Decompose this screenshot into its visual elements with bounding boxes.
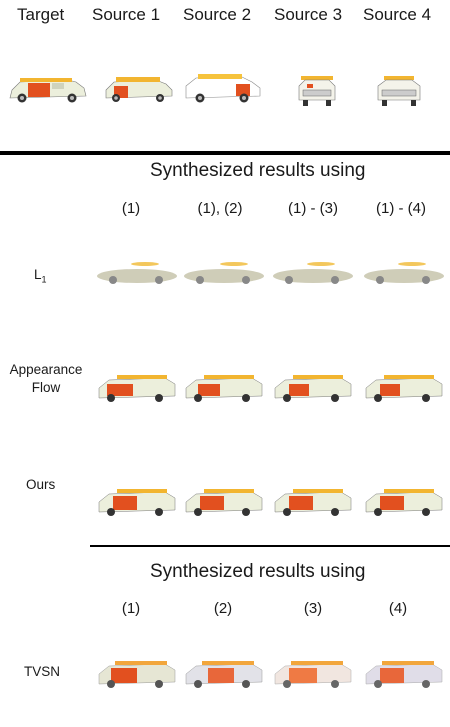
- source4-car-image: [374, 74, 424, 108]
- header-source3-label: Source 3: [274, 5, 342, 25]
- section1-col-label-4: (1) - (4): [356, 200, 446, 217]
- row-label-ours: Ours: [26, 476, 55, 494]
- ours-result-1: [95, 484, 179, 518]
- row-label-tvsn: TVSN: [24, 663, 60, 681]
- section2-title: Synthesized results using: [150, 561, 365, 583]
- source2-car-image: [182, 70, 264, 106]
- tvsn-result-1: [95, 656, 179, 690]
- row-label-appearance-flow: Appearance Flow: [2, 361, 90, 397]
- row-label-appearance: Appearance: [2, 361, 90, 379]
- tvsn-result-3: [271, 656, 355, 690]
- section-divider-thick: [0, 151, 450, 155]
- l1-result-2: [182, 258, 266, 288]
- appearance-flow-result-2: [182, 370, 266, 404]
- source1-car-image: [102, 72, 176, 106]
- ours-result-4: [362, 484, 446, 518]
- row-label-l1-main: L: [34, 267, 42, 282]
- row-label-l1: L1: [34, 266, 47, 289]
- appearance-flow-result-1: [95, 370, 179, 404]
- section1-col-label-3: (1) - (3): [268, 200, 358, 217]
- row-label-flow: Flow: [2, 379, 90, 397]
- l1-result-1: [95, 258, 179, 288]
- section2-col-label-2: (2): [178, 600, 268, 617]
- row-label-l1-sub: 1: [42, 275, 47, 285]
- source3-car-image: [295, 74, 339, 108]
- section-divider-thin: [90, 545, 450, 547]
- tvsn-result-2: [182, 656, 266, 690]
- target-car-image: [6, 70, 90, 106]
- l1-result-4: [362, 258, 446, 288]
- tvsn-result-4: [362, 656, 446, 690]
- section2-col-label-1: (1): [86, 600, 176, 617]
- section1-title: Synthesized results using: [150, 160, 365, 182]
- section2-col-label-4: (4): [353, 600, 443, 617]
- section1-col-label-1: (1): [86, 200, 176, 217]
- ours-result-3: [271, 484, 355, 518]
- ours-result-2: [182, 484, 266, 518]
- header-source2-label: Source 2: [183, 5, 251, 25]
- section2-col-label-3: (3): [268, 600, 358, 617]
- header-source4-label: Source 4: [363, 5, 431, 25]
- l1-result-3: [271, 258, 355, 288]
- header-source1-label: Source 1: [92, 5, 160, 25]
- appearance-flow-result-3: [271, 370, 355, 404]
- section1-col-label-2: (1), (2): [175, 200, 265, 217]
- appearance-flow-result-4: [362, 370, 446, 404]
- header-target-label: Target: [17, 5, 64, 25]
